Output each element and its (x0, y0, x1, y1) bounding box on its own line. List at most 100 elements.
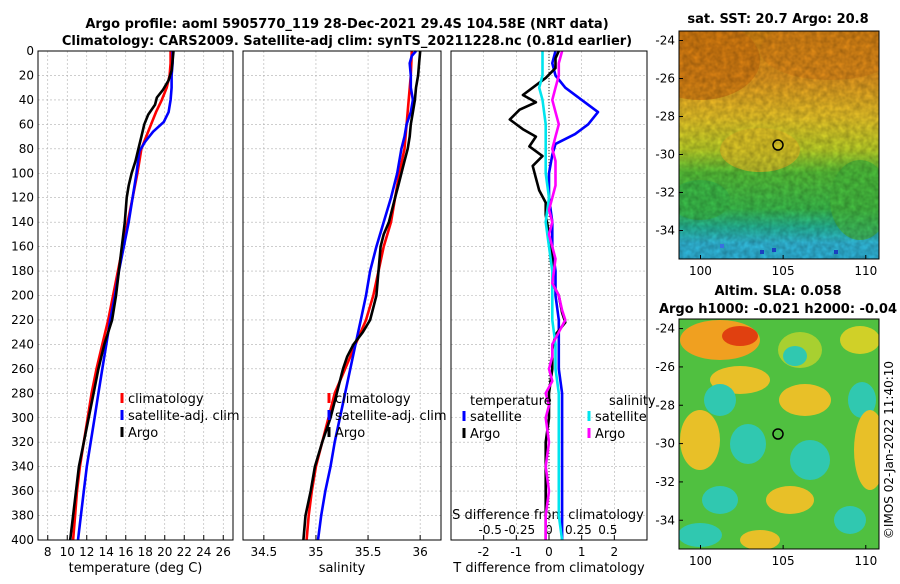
x-tick-label: 0 (545, 545, 553, 559)
y-tick-label: 400 (11, 533, 34, 547)
y-tick-label: 200 (11, 289, 34, 303)
legend-label: climatology (335, 392, 411, 407)
map-x-tick-label: 105 (772, 264, 795, 278)
x-tick-label: -2 (478, 545, 490, 559)
y-tick-label: 180 (11, 264, 34, 278)
map-y-tick-label: -32 (655, 475, 675, 489)
legend-label: Argo (335, 426, 365, 441)
s-tick-label: -0.5 (478, 523, 501, 537)
legend-label: satellite-adj. clim (128, 409, 240, 424)
map-x-tick-label: 105 (772, 554, 795, 568)
salinity-panel: 34.5 35 35.5 36 salinity climatology satellite… (242, 50, 447, 576)
legend-label: climatology (128, 392, 204, 407)
map-frame (678, 318, 880, 550)
map-y-tick-label: -26 (655, 360, 675, 374)
legend-label: satellite (595, 410, 647, 425)
series-line-argo (68, 50, 175, 541)
map-x-tick-label: 100 (689, 264, 712, 278)
map-y-tick-label: -24 (655, 322, 675, 336)
y-tick-label: 320 (11, 435, 34, 449)
figure-title-line2: Climatology: CARS2009. Satellite-adj cli… (62, 34, 632, 49)
sla-map-panel: Altim. SLA: 0.058 Argo h1000: -0.021 h20… (655, 284, 897, 568)
x-axis-label: salinity (319, 561, 366, 576)
sst-argo-marker (772, 139, 784, 151)
map-y-tick-label: -28 (655, 398, 675, 412)
map-y-tick-label: -32 (655, 186, 675, 200)
sst-map-title: sat. SST: 20.7 Argo: 20.8 (687, 12, 868, 27)
y-tick-label: 20 (19, 68, 34, 82)
y-tick-label: 80 (19, 142, 34, 156)
map-x-tick-label: 100 (689, 554, 712, 568)
s-tick-label: 0 (545, 523, 553, 537)
x-tick-label: 35 (308, 545, 323, 559)
legend-label: Argo (128, 426, 158, 441)
axes-frame (37, 50, 234, 541)
x-tick-label: 22 (177, 545, 192, 559)
map-y-tick-label: -30 (655, 437, 675, 451)
s-tick-label: 0.25 (565, 523, 592, 537)
x-tick-label: 34.5 (250, 545, 277, 559)
x-tick-label: 26 (216, 545, 231, 559)
map-frame (678, 30, 880, 260)
y-tick-label: 280 (11, 386, 34, 400)
series-line-satellite-adj-clim (316, 50, 417, 541)
legend-label: Argo (470, 427, 500, 442)
sla-map-title-line1: Altim. SLA: 0.058 (715, 284, 842, 299)
map-x-tick-label: 110 (854, 554, 877, 568)
map-y-tick-label: -34 (655, 224, 675, 238)
y-tick-label: 380 (11, 509, 34, 523)
s-tick-label: 0.5 (598, 523, 617, 537)
s-axis-label: S difference from climatology (452, 508, 644, 523)
series-line-temperature-satellite (547, 50, 600, 540)
map-y-tick-label: -30 (655, 148, 675, 162)
y-tick-label: 120 (11, 191, 34, 205)
legend-label: satellite-adj. clim (335, 409, 447, 424)
series-line-argo (302, 50, 422, 541)
y-tick-label: 100 (11, 166, 34, 180)
series-line-salinity-argo (544, 50, 567, 540)
x-tick-label: 24 (196, 545, 211, 559)
figure-title-line1: Argo profile: aoml 5905770_119 28-Dec-20… (85, 17, 608, 32)
x-tick-label: 14 (99, 545, 114, 559)
map-y-tick-label: -26 (655, 72, 675, 86)
imos-credit: ©IMOS 02-Jan-2022 11:40:10 (882, 361, 896, 539)
legend-label: satellite (470, 410, 522, 425)
legend-label: Argo (595, 427, 625, 442)
y-tick-label: 40 (19, 93, 34, 107)
temperature-panel: 0 20 40 60 80 100 120 140 160 180 200 220 240 260 280 3… (11, 44, 240, 576)
y-tick-label: 60 (19, 117, 34, 131)
x-tick-label: 20 (157, 545, 172, 559)
sst-heatmap (679, 31, 879, 259)
s-tick-label: -0.25 (504, 523, 535, 537)
sla-map-title-line2: Argo h1000: -0.021 h2000: -0.04 (659, 302, 897, 317)
x-axis-label: T difference from climatology (452, 561, 645, 576)
sst-map-panel: sat. SST: 20.7 Argo: 20.8 100 105 110 -24 -2… (655, 12, 880, 278)
series-line-satellite-adj-clim (76, 51, 174, 541)
y-tick-label: 160 (11, 240, 34, 254)
x-tick-label: 18 (138, 545, 153, 559)
x-tick-label: 1 (578, 545, 586, 559)
legend-heading-salinity: salinity (609, 394, 656, 409)
y-tick-label: 220 (11, 313, 34, 327)
series-line-salinity-satellite (537, 51, 564, 541)
x-axis-label: temperature (deg C) (69, 561, 203, 576)
sla-argo-marker (772, 428, 784, 440)
x-tick-label: 8 (44, 545, 52, 559)
map-y-tick-label: -28 (655, 110, 675, 124)
difference-panel: -2 -1 0 1 2 -0.5 -0.25 0 0.25 0.5S difference fro… (450, 50, 656, 576)
x-tick-label: 10 (60, 545, 75, 559)
x-tick-label: 12 (79, 545, 94, 559)
y-tick-label: 260 (11, 362, 34, 376)
axes-frame (242, 50, 442, 541)
legend-heading-temperature: temperature (470, 394, 552, 409)
map-y-tick-label: -24 (655, 34, 675, 48)
axes-frame (450, 50, 648, 541)
y-tick-label: 0 (26, 44, 34, 58)
y-tick-label: 360 (11, 484, 34, 498)
map-x-tick-label: 110 (854, 264, 877, 278)
y-tick-label: 240 (11, 337, 34, 351)
x-tick-label: 16 (118, 545, 133, 559)
map-y-tick-label: -34 (655, 513, 675, 527)
sla-heatmap (679, 319, 879, 549)
y-tick-label: 340 (11, 460, 34, 474)
